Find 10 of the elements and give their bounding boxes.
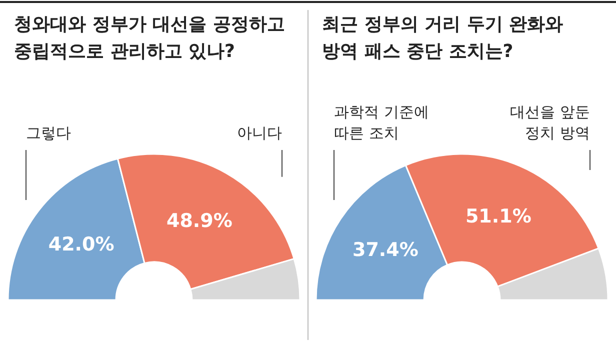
- slice-label: 아니다: [237, 124, 282, 142]
- data-label: 48.9%: [166, 210, 232, 232]
- slice-label: 그렇다: [26, 124, 71, 142]
- chart-title: 청와대와 정부가 대선을 공정하고 중립적으로 관리하고 있나?: [14, 14, 285, 62]
- slice-label: 대선을 앞둔 정치 방역: [510, 103, 590, 142]
- slice-label: 과학적 기준에 따른 조치: [334, 103, 429, 142]
- data-label: 51.1%: [465, 206, 532, 228]
- chart-title: 최근 정부의 거리 두기 완화와 방역 패스 중단 조치는?: [322, 14, 564, 62]
- data-label: 37.4%: [352, 239, 418, 262]
- data-label: 42.0%: [48, 234, 114, 256]
